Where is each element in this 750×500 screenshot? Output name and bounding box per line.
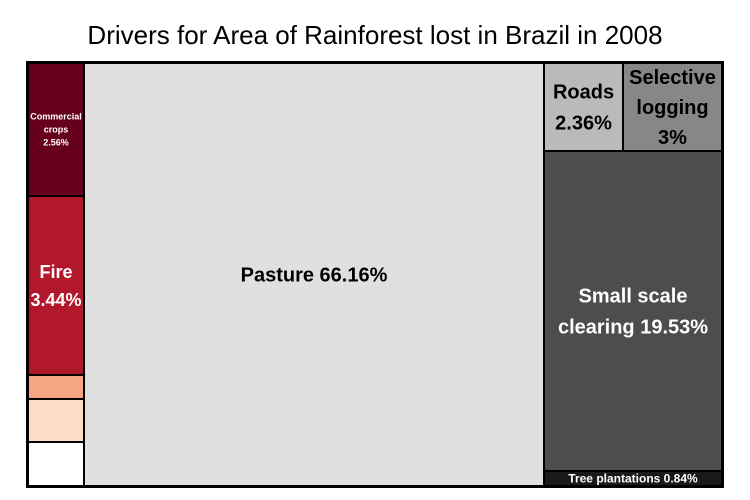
treemap-label-commercial-crops: 2.56% [43, 138, 69, 148]
treemap-label-tree-plantations: Tree plantations 0.84% [568, 472, 698, 486]
treemap-label-commercial-crops: crops [44, 125, 69, 135]
treemap-cell-commercial-crops [27, 62, 85, 197]
chart-title: Drivers for Area of Rainforest lost in B… [87, 20, 663, 50]
treemap-label-small-scale-clearing: clearing 19.53% [558, 317, 708, 339]
treemap-border [26, 61, 724, 488]
treemap-label-fire: Fire [39, 262, 72, 282]
treemap-cell-unlabeled-4 [27, 441, 85, 487]
treemap-cell-roads [543, 62, 624, 152]
treemap-label-selective-logging: 3% [658, 127, 687, 149]
treemap-cell-unlabeled-2 [27, 374, 85, 400]
treemap-label-commercial-crops: Commercial [30, 112, 82, 122]
treemap-cell-unlabeled-3 [27, 398, 85, 443]
treemap-label-fire: 3.44% [30, 290, 81, 310]
treemap-label-roads: 2.36% [555, 113, 612, 135]
treemap-label-small-scale-clearing: Small scale [579, 286, 688, 308]
treemap-cell-small-scale-clearing [543, 150, 723, 472]
treemap-cell-fire [27, 195, 85, 376]
treemap-cell-selective-logging [622, 62, 723, 152]
treemap-label-pasture: Pasture 66.16% [241, 265, 388, 287]
treemap-label-selective-logging: Selective [629, 67, 716, 89]
treemap-label-roads: Roads [553, 82, 614, 104]
treemap-label-selective-logging: logging [636, 97, 708, 119]
